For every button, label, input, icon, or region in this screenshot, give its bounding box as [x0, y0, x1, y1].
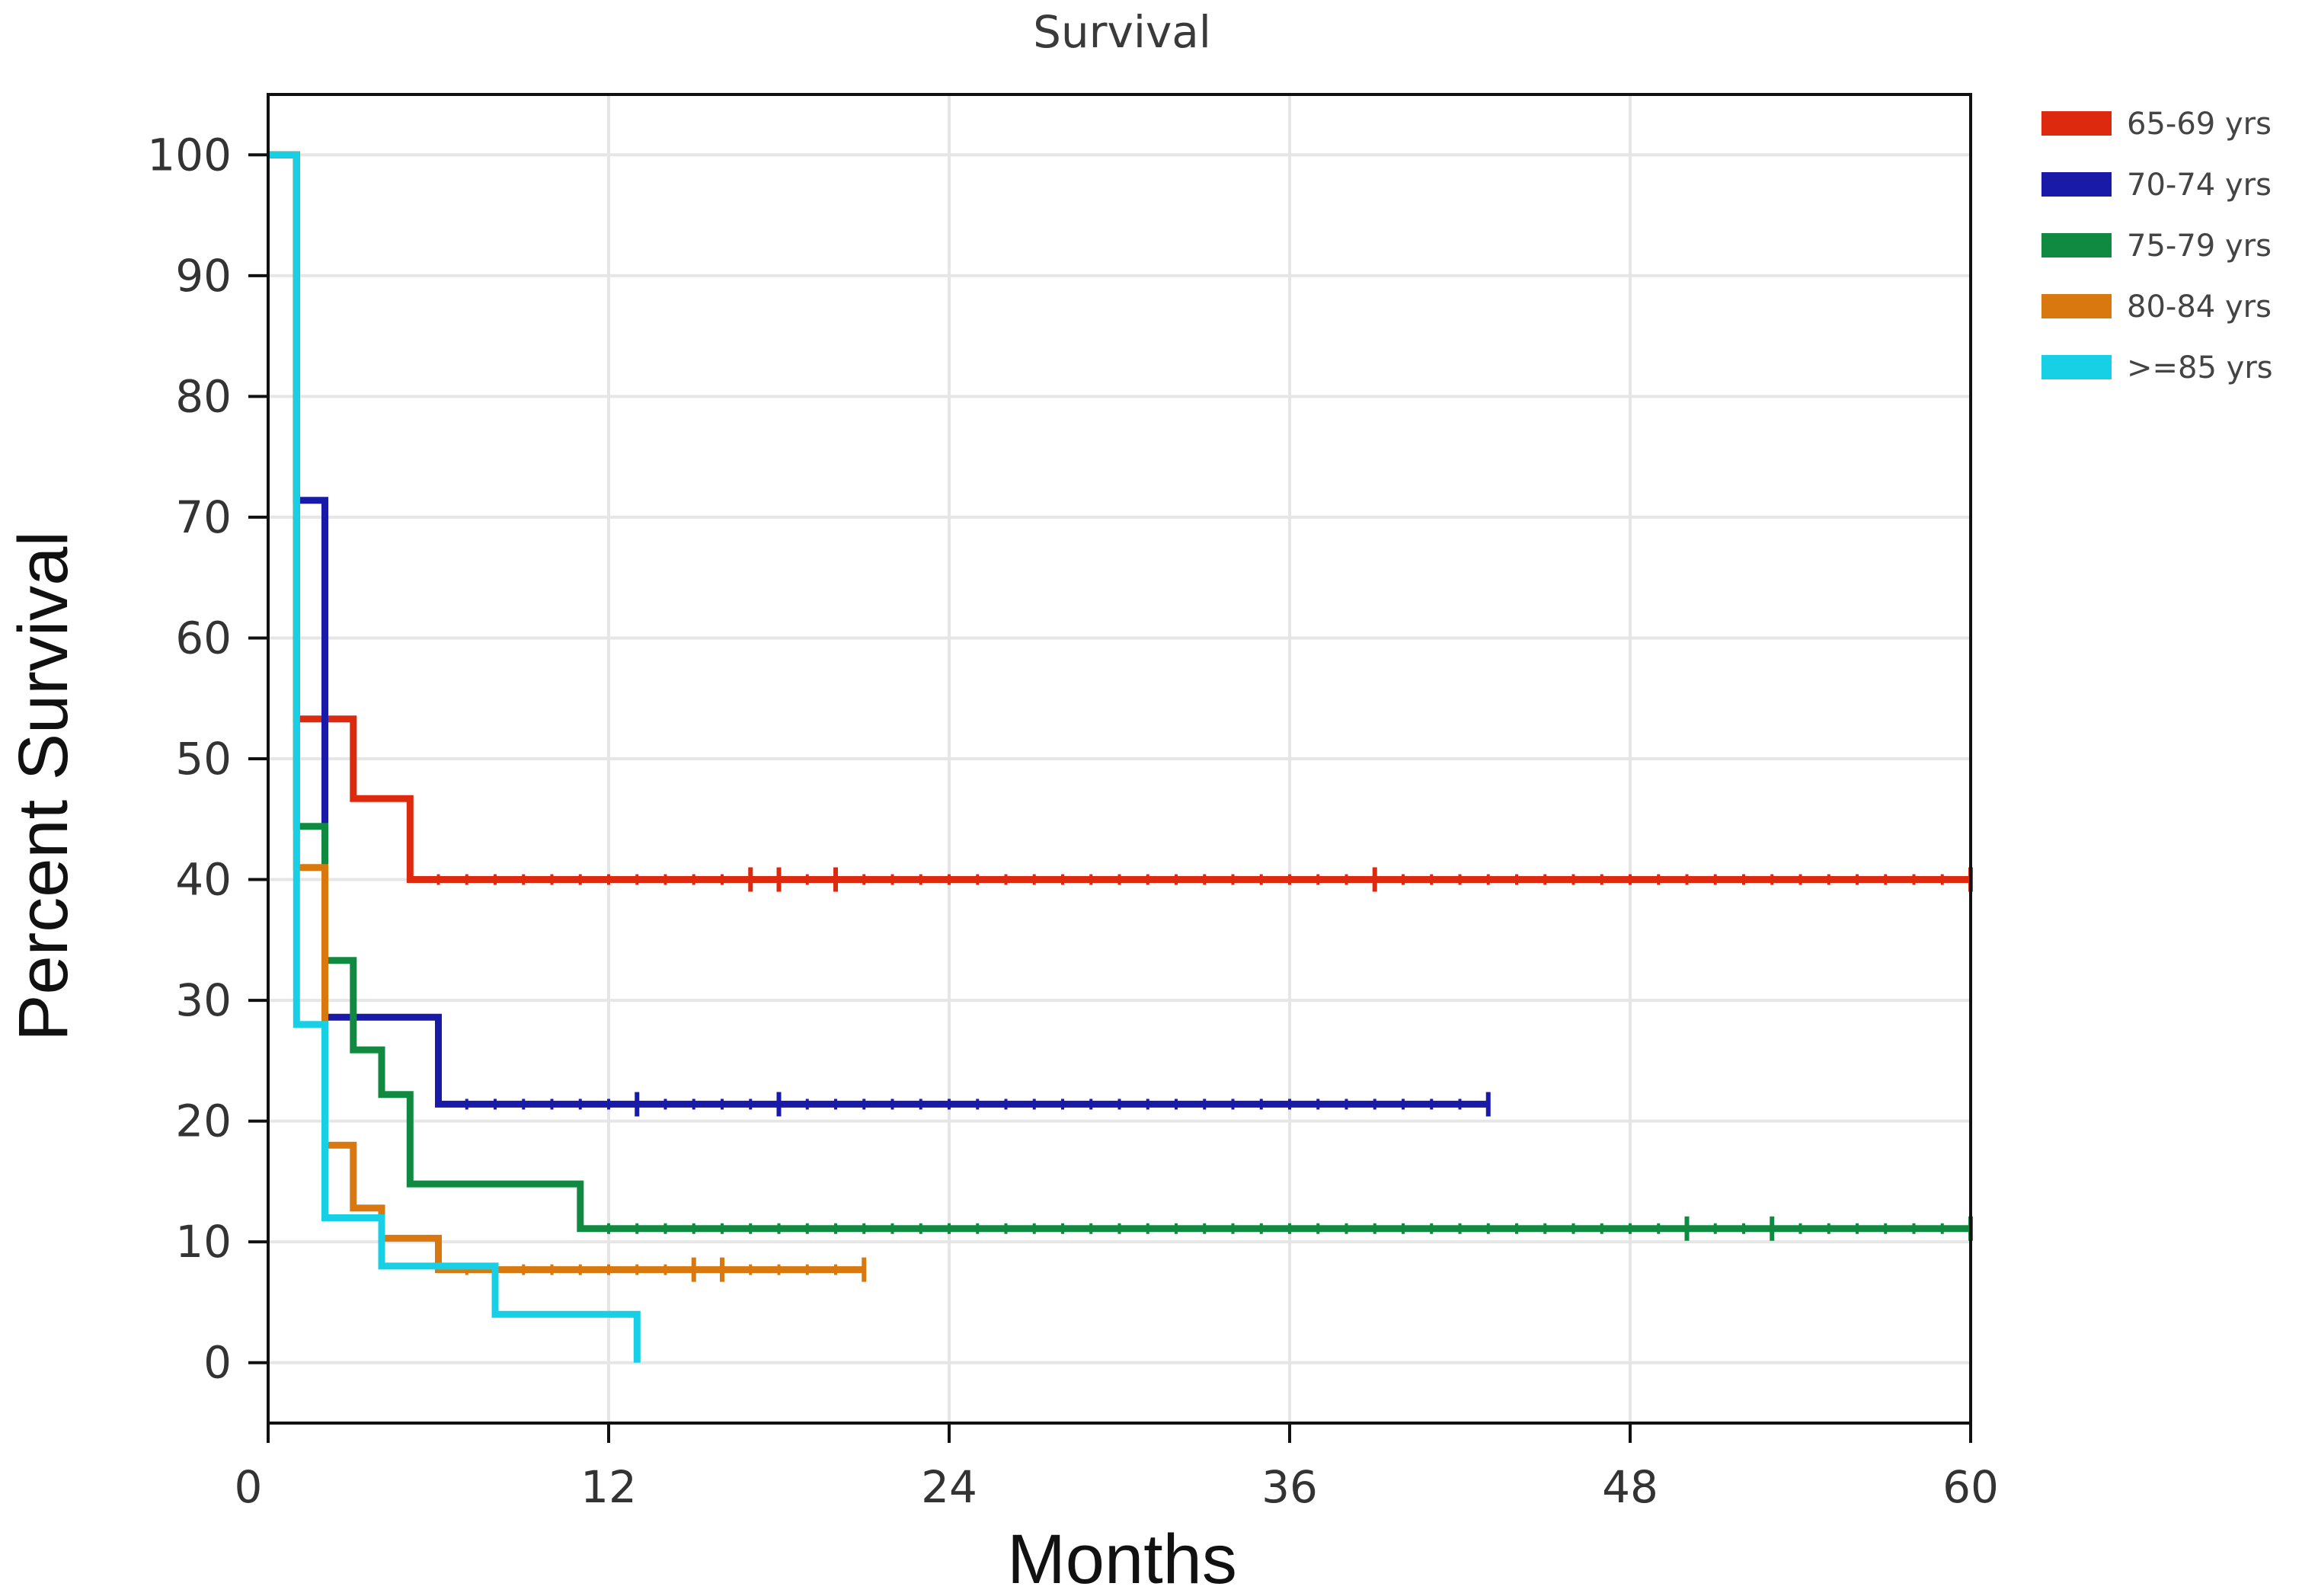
y-tick-label: 30 — [175, 974, 232, 1026]
x-tick-label: 12 — [580, 1461, 637, 1513]
x-axis-label: Months — [1007, 1521, 1237, 1596]
x-tick-label: 60 — [1942, 1461, 1999, 1513]
series-line — [268, 151, 1971, 1233]
y-tick-label: 10 — [175, 1216, 232, 1268]
legend-swatch — [2041, 233, 2112, 257]
legend-swatch — [2041, 172, 2112, 197]
series-4 — [268, 151, 867, 1282]
legend-item: >=85 yrs — [2041, 350, 2273, 385]
legend-label: 65-69 yrs — [2127, 107, 2272, 142]
x-tick-label: 0 — [235, 1461, 263, 1513]
plot-frame — [267, 93, 1972, 1425]
y-axis-label: Percent Survival — [5, 531, 82, 1041]
legend-label: 80-84 yrs — [2127, 289, 2272, 325]
x-tick-label: 48 — [1602, 1461, 1658, 1513]
series-5 — [268, 151, 641, 1363]
y-tick-label: 60 — [175, 612, 232, 664]
y-tick-label: 80 — [175, 370, 232, 422]
series-3 — [268, 151, 1973, 1241]
y-tick-labels: 0 10 20 30 40 50 60 70 80 90 100 — [147, 129, 232, 1388]
legend-label: 75-79 yrs — [2127, 229, 2272, 264]
legend: 65-69 yrs 70-74 yrs 75-79 yrs 80-84 yrs >=85… — [2041, 107, 2273, 385]
axis-ticks — [248, 153, 1972, 1443]
x-tick-label: 36 — [1261, 1461, 1318, 1513]
y-tick-label: 50 — [175, 733, 232, 785]
y-tick-label: 100 — [147, 129, 232, 181]
legend-label: 70-74 yrs — [2127, 168, 2272, 203]
x-tick-label: 24 — [921, 1461, 977, 1513]
y-tick-label: 90 — [175, 250, 232, 302]
legend-swatch — [2041, 355, 2112, 379]
y-tick-label: 0 — [203, 1337, 232, 1389]
x-tick-labels: 0 12 24 36 48 60 — [235, 1461, 1999, 1513]
legend-item: 75-79 yrs — [2041, 229, 2272, 264]
y-tick-label: 70 — [175, 491, 232, 543]
series-2 — [268, 151, 1491, 1117]
legend-label: >=85 yrs — [2127, 350, 2273, 385]
legend-item: 80-84 yrs — [2041, 289, 2272, 325]
series-lines — [268, 151, 1973, 1363]
legend-swatch — [2041, 294, 2112, 318]
legend-item: 65-69 yrs — [2041, 107, 2272, 142]
y-tick-label: 40 — [175, 854, 232, 906]
series-line — [268, 151, 641, 1363]
chart-title: Survival — [1033, 6, 1211, 58]
legend-swatch — [2041, 111, 2112, 136]
legend-item: 70-74 yrs — [2041, 168, 2272, 203]
series-line — [268, 151, 1488, 1108]
series-1 — [268, 151, 1973, 892]
y-tick-label: 20 — [175, 1095, 232, 1147]
